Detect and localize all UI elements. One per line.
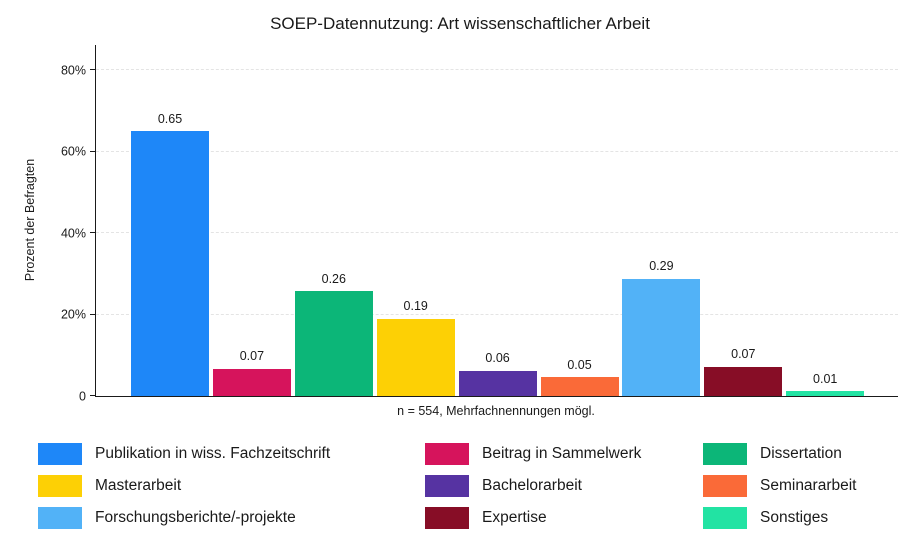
legend-swatch — [425, 475, 469, 497]
legend-label: Dissertation — [760, 445, 842, 462]
bar-value-label: 0.06 — [485, 351, 510, 366]
legend-label: Publikation in wiss. Fachzeitschrift — [95, 445, 331, 462]
y-tick-label: 0 — [79, 388, 86, 403]
legend-swatch — [425, 443, 469, 465]
legend-item: Publikation in wiss. Fachzeitschrift — [38, 443, 330, 465]
legend-item: Masterarbeit — [38, 475, 181, 497]
y-tick — [90, 232, 96, 233]
gridline — [96, 69, 898, 70]
y-tick — [90, 150, 96, 152]
plot-area: 0 20% 40% 60% 80% 0.65 0.07 0.26 0.19 0.06 0.05 0.2… — [61, 45, 898, 402]
legend-swatch — [425, 507, 469, 529]
legend-swatch — [703, 443, 747, 465]
legend-item: Seminararbeit — [703, 475, 857, 497]
bar — [131, 131, 209, 396]
y-tick-label: 40% — [60, 225, 86, 240]
y-axis-title: Prozent der Befragten — [23, 158, 37, 282]
gridline — [96, 313, 898, 315]
legend-label: Seminararbeit — [760, 477, 857, 494]
bar-value-label: 0.29 — [649, 259, 674, 274]
legend-label: Bachelorarbeit — [482, 477, 582, 494]
legend-label: Masterarbeit — [95, 477, 182, 494]
legend-item: Bachelorarbeit — [425, 475, 582, 497]
legend-label: Sonstiges — [760, 509, 829, 526]
y-tick — [90, 313, 96, 315]
bar-value-label: 0.19 — [403, 299, 428, 314]
legend-swatch — [703, 475, 747, 497]
gridline — [96, 232, 898, 233]
bar — [212, 368, 291, 396]
bar — [376, 318, 455, 396]
bar-value-label: 0.05 — [567, 357, 592, 372]
bar — [786, 391, 865, 396]
legend-item: Sonstiges — [703, 507, 828, 529]
legend-swatch — [703, 507, 747, 529]
legend-item: Expertise — [425, 507, 547, 529]
bar-value-label: 0.07 — [239, 349, 265, 364]
legend-label: Expertise — [482, 509, 547, 526]
bar-value-label: 0.26 — [321, 271, 346, 286]
legend-swatch — [38, 507, 82, 529]
bar — [294, 291, 373, 396]
legend-swatch — [38, 475, 82, 497]
bar-value-label: 0.07 — [731, 347, 756, 362]
bar — [540, 377, 619, 396]
legend-item: Dissertation — [703, 443, 842, 465]
y-tick — [90, 69, 96, 70]
bar — [458, 370, 537, 396]
legend-label: Forschungsberichte/-projekte — [95, 509, 296, 526]
axis-note: n = 554, Mehrfachnennungen mögl. — [397, 404, 595, 418]
y-tick — [90, 395, 96, 396]
bar-value-label: 0.65 — [157, 111, 183, 126]
legend-item: Forschungsberichte/-projekte — [38, 507, 296, 529]
bar-value-label: 0.01 — [813, 371, 838, 386]
y-tick-label: 20% — [60, 307, 86, 322]
y-tick-label: 60% — [60, 144, 86, 159]
legend-item: Beitrag in Sammelwerk — [425, 443, 641, 465]
legend-label: Beitrag in Sammelwerk — [482, 445, 642, 462]
chart-title: SOEP-Datennutzung: Art wissenschaftliche… — [270, 14, 650, 33]
gridline — [96, 150, 898, 152]
legend: Publikation in wiss. Fachzeitschrift Beit… — [0, 435, 920, 552]
bar — [622, 278, 701, 396]
y-tick-label: 80% — [60, 62, 86, 77]
bar — [704, 366, 783, 396]
legend-swatch — [38, 443, 82, 465]
